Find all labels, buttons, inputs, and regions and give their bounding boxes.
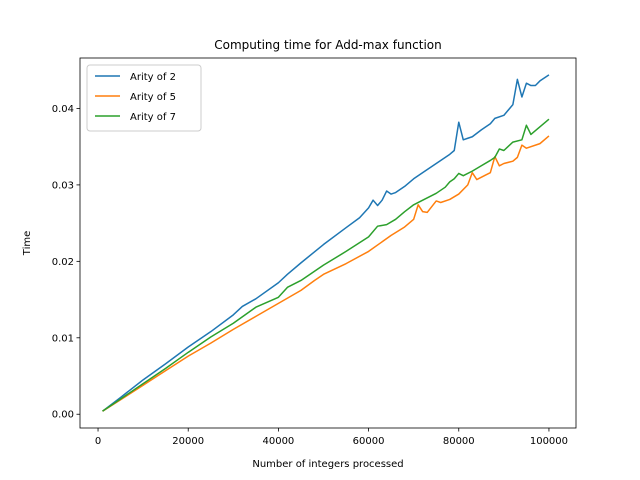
y-tick-label: 0.00 — [52, 410, 74, 421]
legend-label: Arity of 5 — [130, 92, 176, 103]
x-axis: 0 20000 40000 60000 80000 100000 — [95, 428, 568, 447]
y-axis-title: Time — [22, 231, 33, 256]
plot-area — [102, 74, 550, 412]
axes-frame — [79, 57, 577, 429]
x-axis-title: Number of integers processed — [252, 459, 403, 470]
legend: Arity of 2 Arity of 5 Arity of 7 — [86, 64, 202, 132]
x-tick-label: 0 — [95, 436, 101, 447]
legend-label: Arity of 2 — [130, 72, 176, 83]
series-line-3 — [102, 118, 550, 412]
x-tick-label: 100000 — [530, 436, 568, 447]
series-line-1 — [102, 74, 550, 412]
y-tick-label: 0.03 — [52, 180, 74, 191]
x-tick-label: 20000 — [172, 436, 204, 447]
y-tick-label: 0.02 — [52, 257, 74, 268]
y-axis: 0.00 0.01 0.02 0.03 0.04 — [52, 104, 80, 421]
x-tick-label: 80000 — [443, 436, 475, 447]
legend-box — [86, 64, 202, 132]
legend-label: Arity of 7 — [130, 112, 176, 123]
y-tick-label: 0.01 — [52, 333, 74, 344]
series-line-2 — [102, 135, 550, 412]
x-tick-label: 40000 — [262, 436, 294, 447]
chart-title: Computing time for Add-max function — [214, 38, 442, 52]
y-tick-label: 0.04 — [52, 104, 74, 115]
x-tick-label: 60000 — [353, 436, 385, 447]
